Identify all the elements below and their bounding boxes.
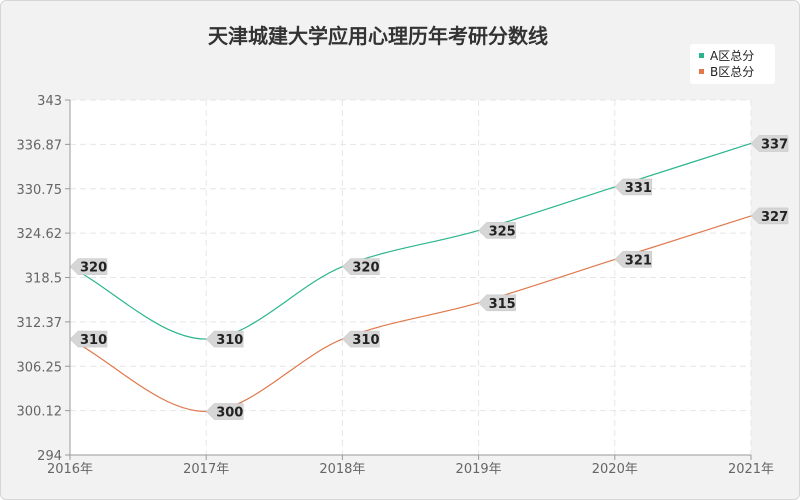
data-label-box xyxy=(205,403,244,420)
data-label: 327 xyxy=(761,210,788,225)
data-label-box xyxy=(478,294,516,312)
data-label: 320 xyxy=(352,261,379,276)
data-label: 300 xyxy=(216,406,243,421)
data-label-box xyxy=(478,222,516,239)
data-label: 331 xyxy=(625,181,652,196)
y-tick-label: 336.87 xyxy=(17,138,63,153)
y-tick-label: 300.12 xyxy=(17,405,63,420)
data-label-box xyxy=(69,330,108,348)
data-label: 310 xyxy=(216,333,243,348)
data-label-box xyxy=(342,330,380,348)
data-labels: 320 310 320 325 331 337 310 300 310 315 321 327 xyxy=(69,135,789,421)
y-tick-label: 294 xyxy=(37,449,62,464)
legend-swatch xyxy=(699,69,704,74)
data-label: 320 xyxy=(80,261,107,276)
legend-label: A区总分 xyxy=(710,49,754,63)
data-label-box xyxy=(750,135,789,152)
x-tick-label: 2016年 xyxy=(47,462,93,477)
data-label-box xyxy=(69,258,108,275)
axes: 294 300.12 306.25 312.37 318.5 324.62 330.75 33… xyxy=(17,94,775,477)
x-tick-label: 2019年 xyxy=(456,462,502,477)
data-label: 321 xyxy=(625,253,652,268)
data-label: 337 xyxy=(761,137,788,152)
y-tick-label: 306.25 xyxy=(17,360,63,375)
data-label-box xyxy=(750,207,789,225)
y-tick-label: 343 xyxy=(37,94,62,109)
y-tick-label: 330.75 xyxy=(17,183,63,198)
data-label: 310 xyxy=(80,333,107,348)
grid xyxy=(70,99,752,455)
x-tick-label: 2018年 xyxy=(319,462,365,477)
y-tick-label: 324.62 xyxy=(17,227,63,242)
data-label-box xyxy=(342,258,380,275)
y-tick-label: 312.37 xyxy=(17,316,63,331)
data-label: 325 xyxy=(489,224,516,239)
y-tick-label: 318.5 xyxy=(25,272,62,287)
data-label-box xyxy=(205,330,244,348)
legend-label: B区总分 xyxy=(710,65,754,79)
legend-swatch xyxy=(699,53,704,58)
data-label: 315 xyxy=(489,297,516,312)
legend-box xyxy=(690,44,775,84)
data-label: 310 xyxy=(352,333,379,348)
data-label-box xyxy=(614,178,653,196)
legend[interactable]: A区总分 B区总分 xyxy=(690,44,775,84)
chart-title: 天津城建大学应用心理历年考研分数线 xyxy=(208,24,548,48)
data-label-box xyxy=(614,251,653,268)
x-tick-label: 2017年 xyxy=(183,462,229,477)
x-tick-label: 2021年 xyxy=(728,462,774,477)
x-tick-label: 2020年 xyxy=(592,462,638,477)
